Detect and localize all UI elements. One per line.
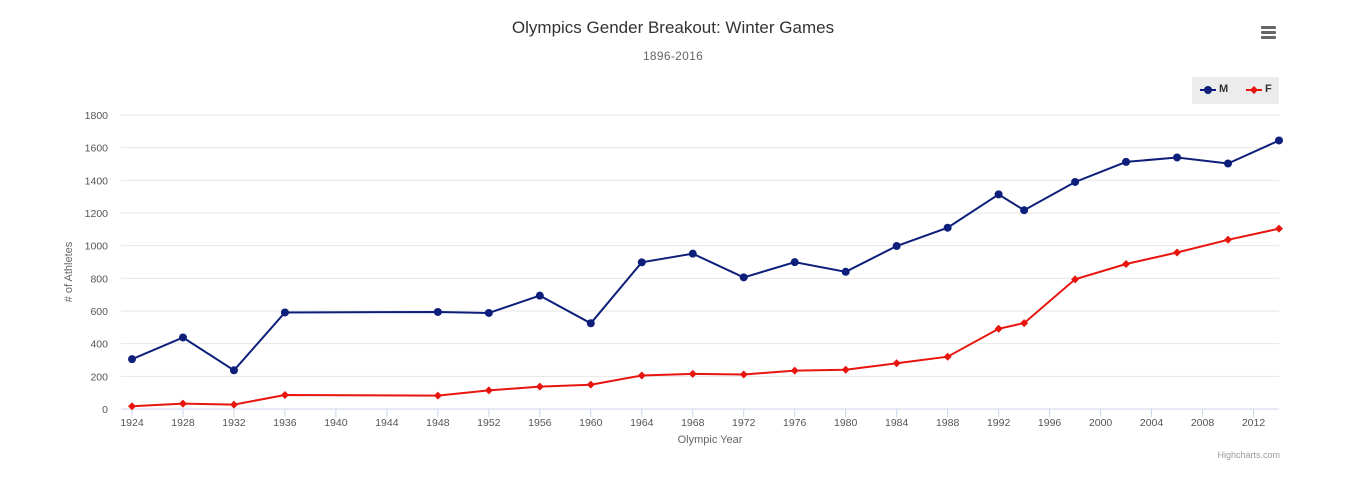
- data-point-f[interactable]: [586, 380, 595, 389]
- legend: M F: [1192, 77, 1279, 104]
- data-point-m[interactable]: [1275, 136, 1283, 145]
- data-point-f[interactable]: [1224, 235, 1233, 244]
- data-point-m[interactable]: [535, 291, 544, 300]
- data-point-f[interactable]: [739, 370, 748, 379]
- data-point-f[interactable]: [280, 390, 289, 399]
- x-tick-label: 1988: [936, 417, 960, 429]
- data-point-f[interactable]: [1020, 319, 1029, 328]
- x-tick-label: 1984: [885, 417, 909, 429]
- data-point-f[interactable]: [841, 365, 850, 374]
- data-point-f[interactable]: [229, 400, 238, 409]
- data-point-m[interactable]: [943, 223, 952, 232]
- x-tick-label: 1996: [1038, 417, 1062, 429]
- x-tick-label: 1968: [681, 417, 705, 429]
- data-point-f[interactable]: [994, 324, 1003, 333]
- data-point-f[interactable]: [433, 391, 442, 400]
- y-tick-label: 1400: [85, 175, 109, 187]
- data-point-m[interactable]: [994, 190, 1003, 199]
- axes: 0 200 400 600 800 1000 1200 1400 1600 1800 1924 192…: [85, 110, 1279, 429]
- data-point-f[interactable]: [892, 359, 901, 368]
- data-point-m[interactable]: [688, 249, 697, 258]
- data-point-f[interactable]: [637, 371, 646, 380]
- legend-marker-f-icon: [1246, 86, 1262, 94]
- chart-subtitle: 1896-2016: [642, 49, 704, 63]
- x-tick-label: 1932: [222, 417, 246, 429]
- data-point-f[interactable]: [688, 369, 697, 378]
- x-tick-label: 2012: [1242, 417, 1266, 429]
- x-tick-label: 1940: [324, 417, 348, 429]
- x-tick-label: 1964: [630, 417, 654, 429]
- data-point-f[interactable]: [1122, 259, 1131, 268]
- credits-link[interactable]: Highcharts.com: [1217, 450, 1280, 460]
- y-tick-label: 0: [102, 404, 108, 416]
- series-m: [128, 136, 1283, 375]
- data-point-f[interactable]: [943, 352, 952, 361]
- x-tick-label: 1944: [375, 417, 399, 429]
- data-point-m[interactable]: [739, 273, 748, 282]
- data-point-m[interactable]: [637, 258, 646, 267]
- y-tick-label: 600: [90, 306, 108, 318]
- x-tick-label: 1960: [579, 417, 603, 429]
- x-tick-label: 2000: [1089, 417, 1113, 429]
- y-axis-title: # of Athletes: [63, 241, 75, 302]
- data-point-m[interactable]: [433, 307, 442, 316]
- data-point-m[interactable]: [484, 308, 493, 317]
- y-tick-label: 200: [90, 371, 108, 383]
- series-line-m: [131, 139, 1280, 372]
- data-point-m[interactable]: [586, 319, 595, 328]
- legend-item-f[interactable]: F: [1246, 77, 1276, 104]
- data-point-m[interactable]: [790, 258, 799, 267]
- data-point-m[interactable]: [1173, 153, 1182, 162]
- x-tick-label: 1936: [273, 417, 297, 429]
- x-tick-label: 1972: [732, 417, 756, 429]
- y-tick-label: 400: [90, 339, 108, 351]
- data-point-m[interactable]: [892, 241, 901, 250]
- x-axis-title: Olympic Year: [678, 434, 743, 446]
- series-layer: [128, 136, 1283, 411]
- x-tick-label: 1956: [528, 417, 552, 429]
- grid-lines: [121, 114, 1279, 410]
- data-point-m[interactable]: [1122, 157, 1131, 166]
- x-tick-label: 1992: [987, 417, 1011, 429]
- legend-marker-m-icon: [1200, 86, 1216, 94]
- data-point-f[interactable]: [178, 399, 187, 408]
- x-tick-label: 1928: [171, 417, 195, 429]
- data-point-m[interactable]: [178, 333, 187, 342]
- data-point-m[interactable]: [1020, 206, 1029, 215]
- data-point-m[interactable]: [280, 308, 289, 317]
- data-point-m[interactable]: [1224, 159, 1233, 168]
- x-tick-label: 2004: [1140, 417, 1164, 429]
- data-point-f[interactable]: [790, 366, 799, 375]
- series-line-f: [131, 227, 1280, 408]
- series-f: [128, 224, 1283, 411]
- x-tick-label: 1980: [834, 417, 858, 429]
- data-point-m[interactable]: [229, 366, 238, 375]
- y-tick-label: 1800: [85, 110, 109, 122]
- x-tick-label: 1952: [477, 417, 501, 429]
- x-tick-label: 1948: [426, 417, 450, 429]
- data-point-m[interactable]: [1071, 177, 1080, 186]
- y-tick-label: 1200: [85, 208, 109, 220]
- x-tick-label: 2008: [1191, 417, 1215, 429]
- data-point-f[interactable]: [484, 386, 493, 395]
- data-point-f[interactable]: [1275, 224, 1283, 233]
- y-tick-label: 1000: [85, 241, 109, 253]
- hamburger-menu-icon[interactable]: [1258, 23, 1282, 43]
- legend-label-f: F: [1265, 83, 1272, 95]
- x-tick-label: 1924: [120, 417, 144, 429]
- legend-item-m[interactable]: M: [1200, 77, 1234, 104]
- x-tick-label: 1976: [783, 417, 807, 429]
- chart-title: Olympics Gender Breakout: Winter Games: [511, 18, 835, 37]
- data-point-f[interactable]: [128, 402, 136, 411]
- y-tick-label: 1600: [85, 143, 109, 155]
- data-point-f[interactable]: [535, 382, 544, 391]
- data-point-f[interactable]: [1173, 248, 1182, 257]
- y-tick-label: 800: [90, 273, 108, 285]
- data-point-m[interactable]: [841, 267, 850, 276]
- data-point-m[interactable]: [128, 355, 136, 364]
- legend-label-m: M: [1219, 83, 1229, 95]
- data-point-f[interactable]: [1071, 275, 1080, 284]
